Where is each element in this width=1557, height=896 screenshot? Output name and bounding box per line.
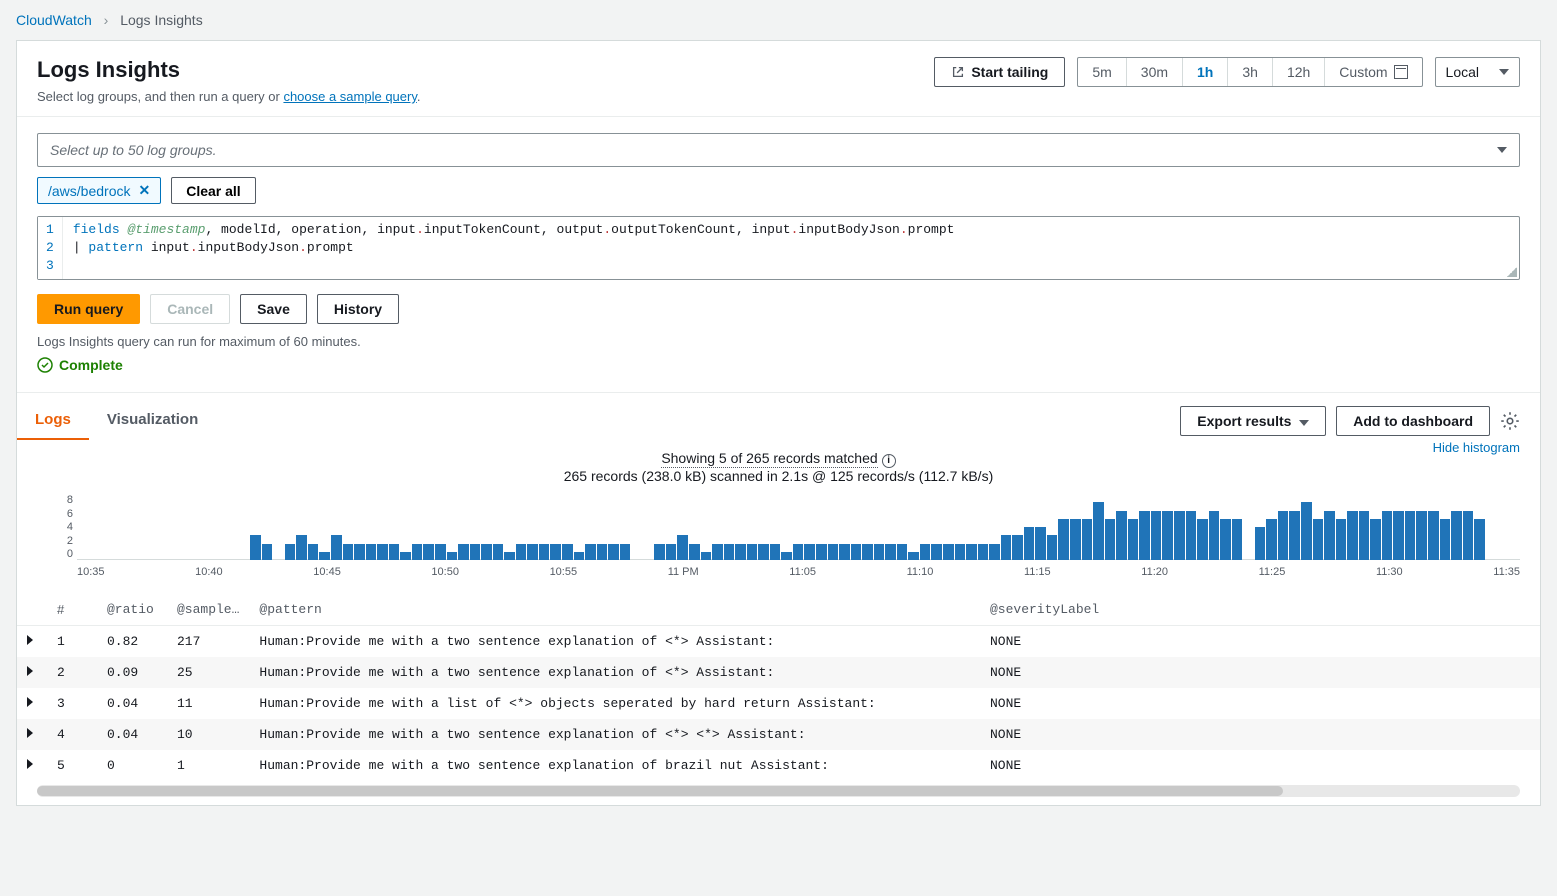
- save-button[interactable]: Save: [240, 294, 307, 324]
- hide-histogram-link[interactable]: Hide histogram: [1433, 440, 1520, 455]
- status-label: Complete: [59, 357, 123, 373]
- table-row[interactable]: 20.0925Human:Provide me with a two sente…: [17, 657, 1540, 688]
- time-5m[interactable]: 5m: [1078, 58, 1126, 86]
- log-group-chip: /aws/bedrock ✕: [37, 177, 161, 204]
- editor-content[interactable]: fields @timestamp, modelId, operation, i…: [63, 217, 1519, 279]
- expand-row-icon[interactable]: [27, 759, 33, 769]
- breadcrumb-current: Logs Insights: [120, 12, 203, 28]
- info-icon[interactable]: i: [882, 454, 896, 468]
- table-row[interactable]: 501Human:Provide me with a two sentence …: [17, 750, 1540, 781]
- query-hint: Logs Insights query can run for maximum …: [37, 334, 1520, 349]
- resize-handle[interactable]: [1507, 267, 1517, 277]
- export-results-button[interactable]: Export results: [1180, 406, 1326, 436]
- time-range-selector: 5m 30m 1h 3h 12h Custom: [1077, 57, 1422, 87]
- check-circle-icon: [37, 357, 53, 373]
- sample-query-link[interactable]: choose a sample query: [283, 89, 416, 104]
- summary-line2: 265 records (238.0 kB) scanned in 2.1s @…: [37, 468, 1520, 484]
- time-3h[interactable]: 3h: [1228, 58, 1273, 86]
- chart-yaxis: 86420: [47, 494, 73, 560]
- table-row[interactable]: 40.0410Human:Provide me with a two sente…: [17, 719, 1540, 750]
- add-to-dashboard-button[interactable]: Add to dashboard: [1336, 406, 1490, 436]
- expand-row-icon[interactable]: [27, 666, 33, 676]
- breadcrumb: CloudWatch › Logs Insights: [0, 12, 1557, 40]
- time-12h[interactable]: 12h: [1273, 58, 1325, 86]
- page-subtitle: Select log groups, and then run a query …: [37, 89, 421, 104]
- chevron-down-icon: [1497, 147, 1507, 153]
- expand-row-icon[interactable]: [27, 697, 33, 707]
- breadcrumb-root[interactable]: CloudWatch: [16, 12, 92, 28]
- timezone-label: Local: [1446, 64, 1479, 80]
- time-1h[interactable]: 1h: [1183, 58, 1228, 86]
- histogram-chart: 86420 10:3510:4010:4510:5010:5511 PM11:0…: [77, 494, 1520, 574]
- time-custom-label: Custom: [1339, 64, 1387, 80]
- remove-chip-icon[interactable]: ✕: [138, 182, 150, 199]
- expand-row-icon[interactable]: [27, 635, 33, 645]
- chip-label: /aws/bedrock: [48, 183, 130, 199]
- chevron-right-icon: ›: [104, 12, 109, 28]
- expand-row-icon[interactable]: [27, 728, 33, 738]
- chart-bars: [77, 494, 1520, 560]
- chevron-down-icon: [1299, 420, 1309, 426]
- start-tailing-label: Start tailing: [971, 64, 1048, 80]
- result-tabs: Logs Visualization: [17, 401, 216, 440]
- chart-xaxis: 10:3510:4010:4510:5010:5511 PM11:0511:10…: [77, 566, 1520, 578]
- subtitle-prefix: Select log groups, and then run a query …: [37, 89, 283, 104]
- gear-icon[interactable]: [1500, 411, 1520, 431]
- clear-all-button[interactable]: Clear all: [171, 177, 255, 204]
- horizontal-scrollbar[interactable]: [37, 785, 1520, 797]
- history-button[interactable]: History: [317, 294, 399, 324]
- scrollbar-thumb[interactable]: [37, 786, 1283, 796]
- log-group-select[interactable]: Select up to 50 log groups.: [37, 133, 1520, 167]
- calendar-icon: [1394, 65, 1408, 79]
- summary-line1: Showing 5 of 265 records matched: [661, 450, 877, 468]
- table-row[interactable]: 10.82217Human:Provide me with a two sent…: [17, 626, 1540, 658]
- table-row[interactable]: 30.0411Human:Provide me with a list of <…: [17, 688, 1540, 719]
- export-label: Export results: [1197, 413, 1291, 429]
- time-30m[interactable]: 30m: [1127, 58, 1183, 86]
- records-summary: Showing 5 of 265 records matched i 265 re…: [37, 440, 1520, 488]
- cancel-button: Cancel: [150, 294, 230, 324]
- external-link-icon: [951, 65, 965, 79]
- log-group-placeholder: Select up to 50 log groups.: [50, 142, 217, 158]
- chevron-down-icon: [1499, 69, 1509, 75]
- query-editor[interactable]: 123 fields @timestamp, modelId, operatio…: [37, 216, 1520, 280]
- editor-gutter: 123: [38, 217, 63, 279]
- timezone-select[interactable]: Local: [1435, 57, 1520, 87]
- run-query-button[interactable]: Run query: [37, 294, 140, 324]
- time-custom[interactable]: Custom: [1325, 58, 1421, 86]
- results-table: #@ratio@sample…@pattern@severityLabel 10…: [17, 594, 1540, 781]
- page-title: Logs Insights: [37, 57, 421, 83]
- start-tailing-button[interactable]: Start tailing: [934, 57, 1065, 87]
- tab-visualization[interactable]: Visualization: [89, 401, 216, 440]
- tab-logs[interactable]: Logs: [17, 401, 89, 440]
- query-status: Complete: [37, 357, 123, 373]
